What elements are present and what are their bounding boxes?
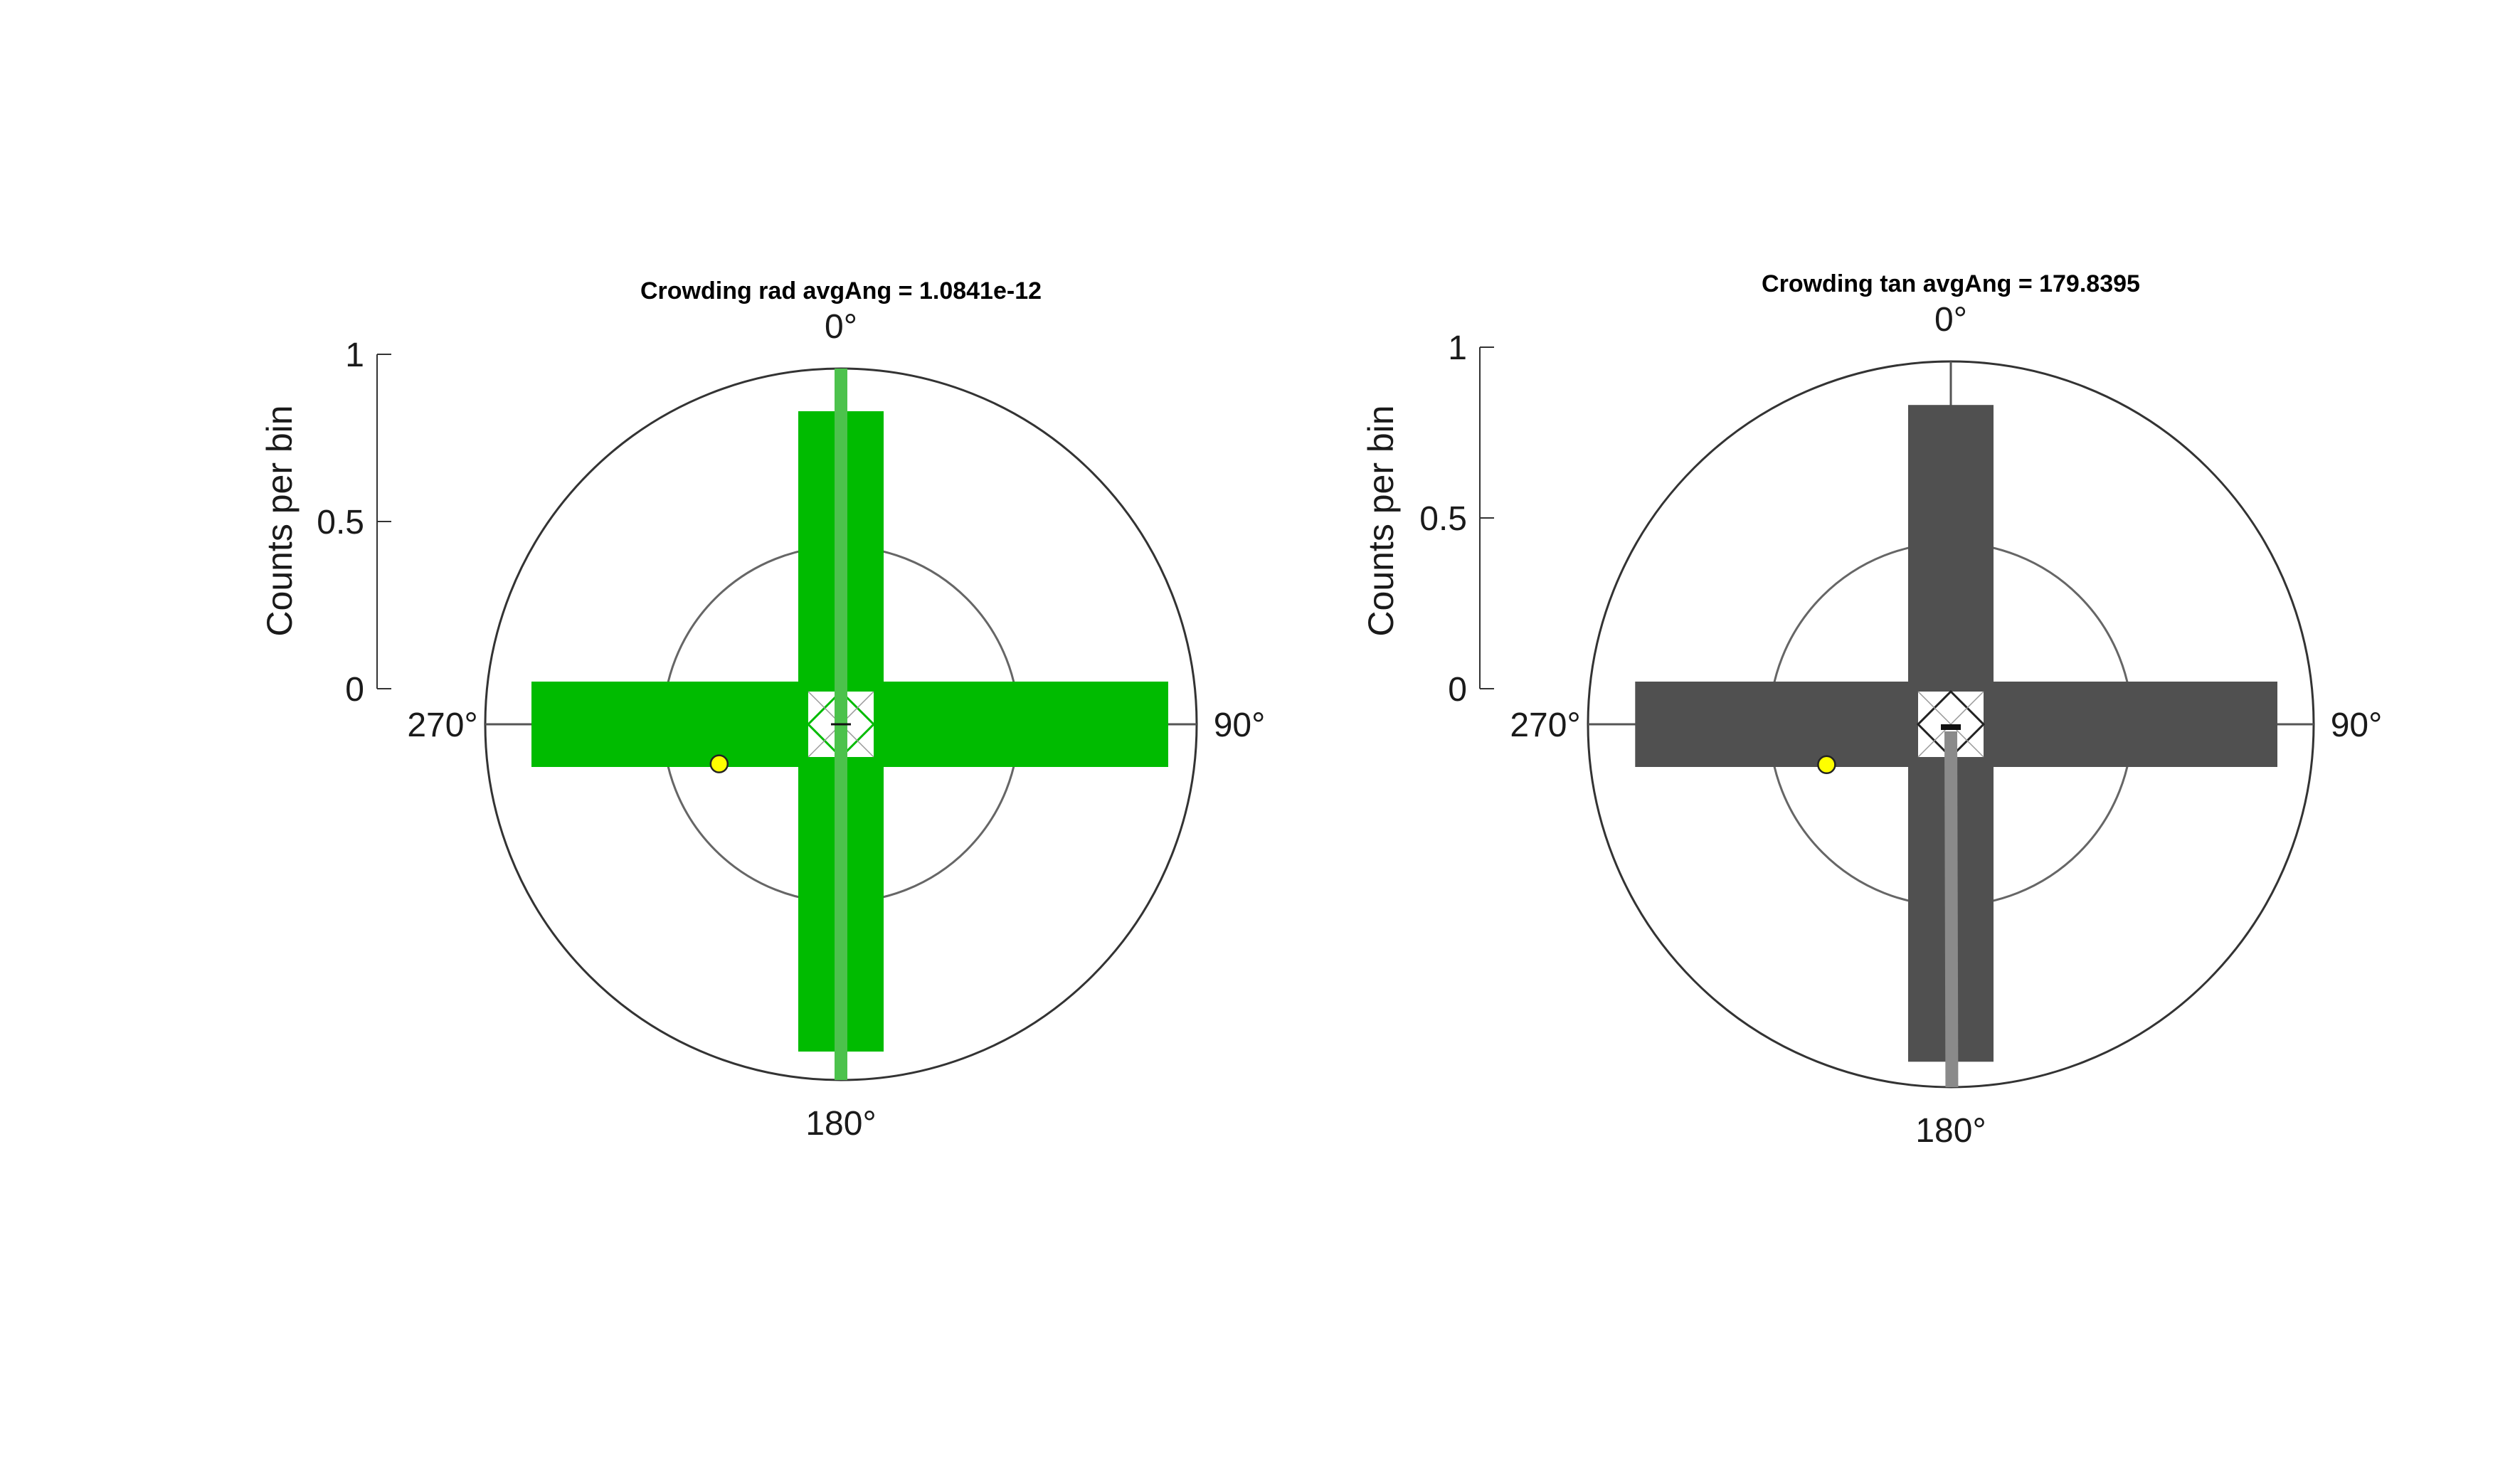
theta-tick-label: 180°: [805, 1105, 876, 1143]
histogram-bars: [1635, 405, 2277, 1062]
theta-tick-labels: 0° 90° 180° 270°: [407, 308, 1265, 1143]
r-tick-label: 0.5: [1419, 500, 1467, 538]
histogram-bar: [531, 682, 841, 767]
polar-chart-tangential: Crowding tan avgAng = 179.8395 0° 90° 180°…: [1361, 270, 2382, 1150]
mean-angle-line: [831, 369, 851, 1080]
mean-angle-line: [1941, 724, 1961, 1088]
histogram-bar: [841, 682, 1168, 767]
marker-dot: [1817, 755, 1836, 774]
r-tick-label: 0.5: [317, 504, 364, 541]
polar-chart-radial: Crowding rad avgAng = 1.0841e-12 0° 90° 18…: [260, 277, 1265, 1143]
r-axis-label: Counts per bin: [1361, 405, 1401, 636]
r-axis: 00.51: [317, 337, 391, 709]
r-tick-label: 0: [1448, 671, 1467, 709]
chart-title: Crowding tan avgAng = 179.8395: [1762, 270, 2140, 297]
histogram-bar: [1951, 682, 2277, 767]
histogram-bar: [1908, 405, 1994, 724]
theta-tick-label: 0°: [825, 308, 857, 346]
mean-line: [1944, 731, 1959, 1088]
theta-tick-label: 180°: [1915, 1112, 1986, 1150]
marker-point: [709, 754, 729, 773]
theta-tick-label: 0°: [1934, 301, 1967, 339]
r-tick-label: 1: [345, 337, 364, 374]
theta-tick-label: 90°: [2331, 706, 2383, 744]
theta-tick-labels: 0° 90° 180° 270°: [1510, 301, 2382, 1150]
histogram-bar: [1635, 682, 1951, 767]
marker-dot: [709, 754, 729, 773]
chart-title: Crowding rad avgAng = 1.0841e-12: [640, 277, 1042, 305]
r-tick-label: 1: [1448, 329, 1467, 367]
r-axis: 00.51: [1419, 329, 1494, 709]
theta-tick-label: 270°: [1510, 706, 1580, 744]
r-tick-label: 0: [345, 671, 364, 709]
theta-tick-label: 90°: [1214, 706, 1266, 744]
marker-point: [1817, 755, 1836, 774]
theta-tick-label: 270°: [407, 706, 477, 744]
r-axis-label: Counts per bin: [260, 405, 300, 636]
